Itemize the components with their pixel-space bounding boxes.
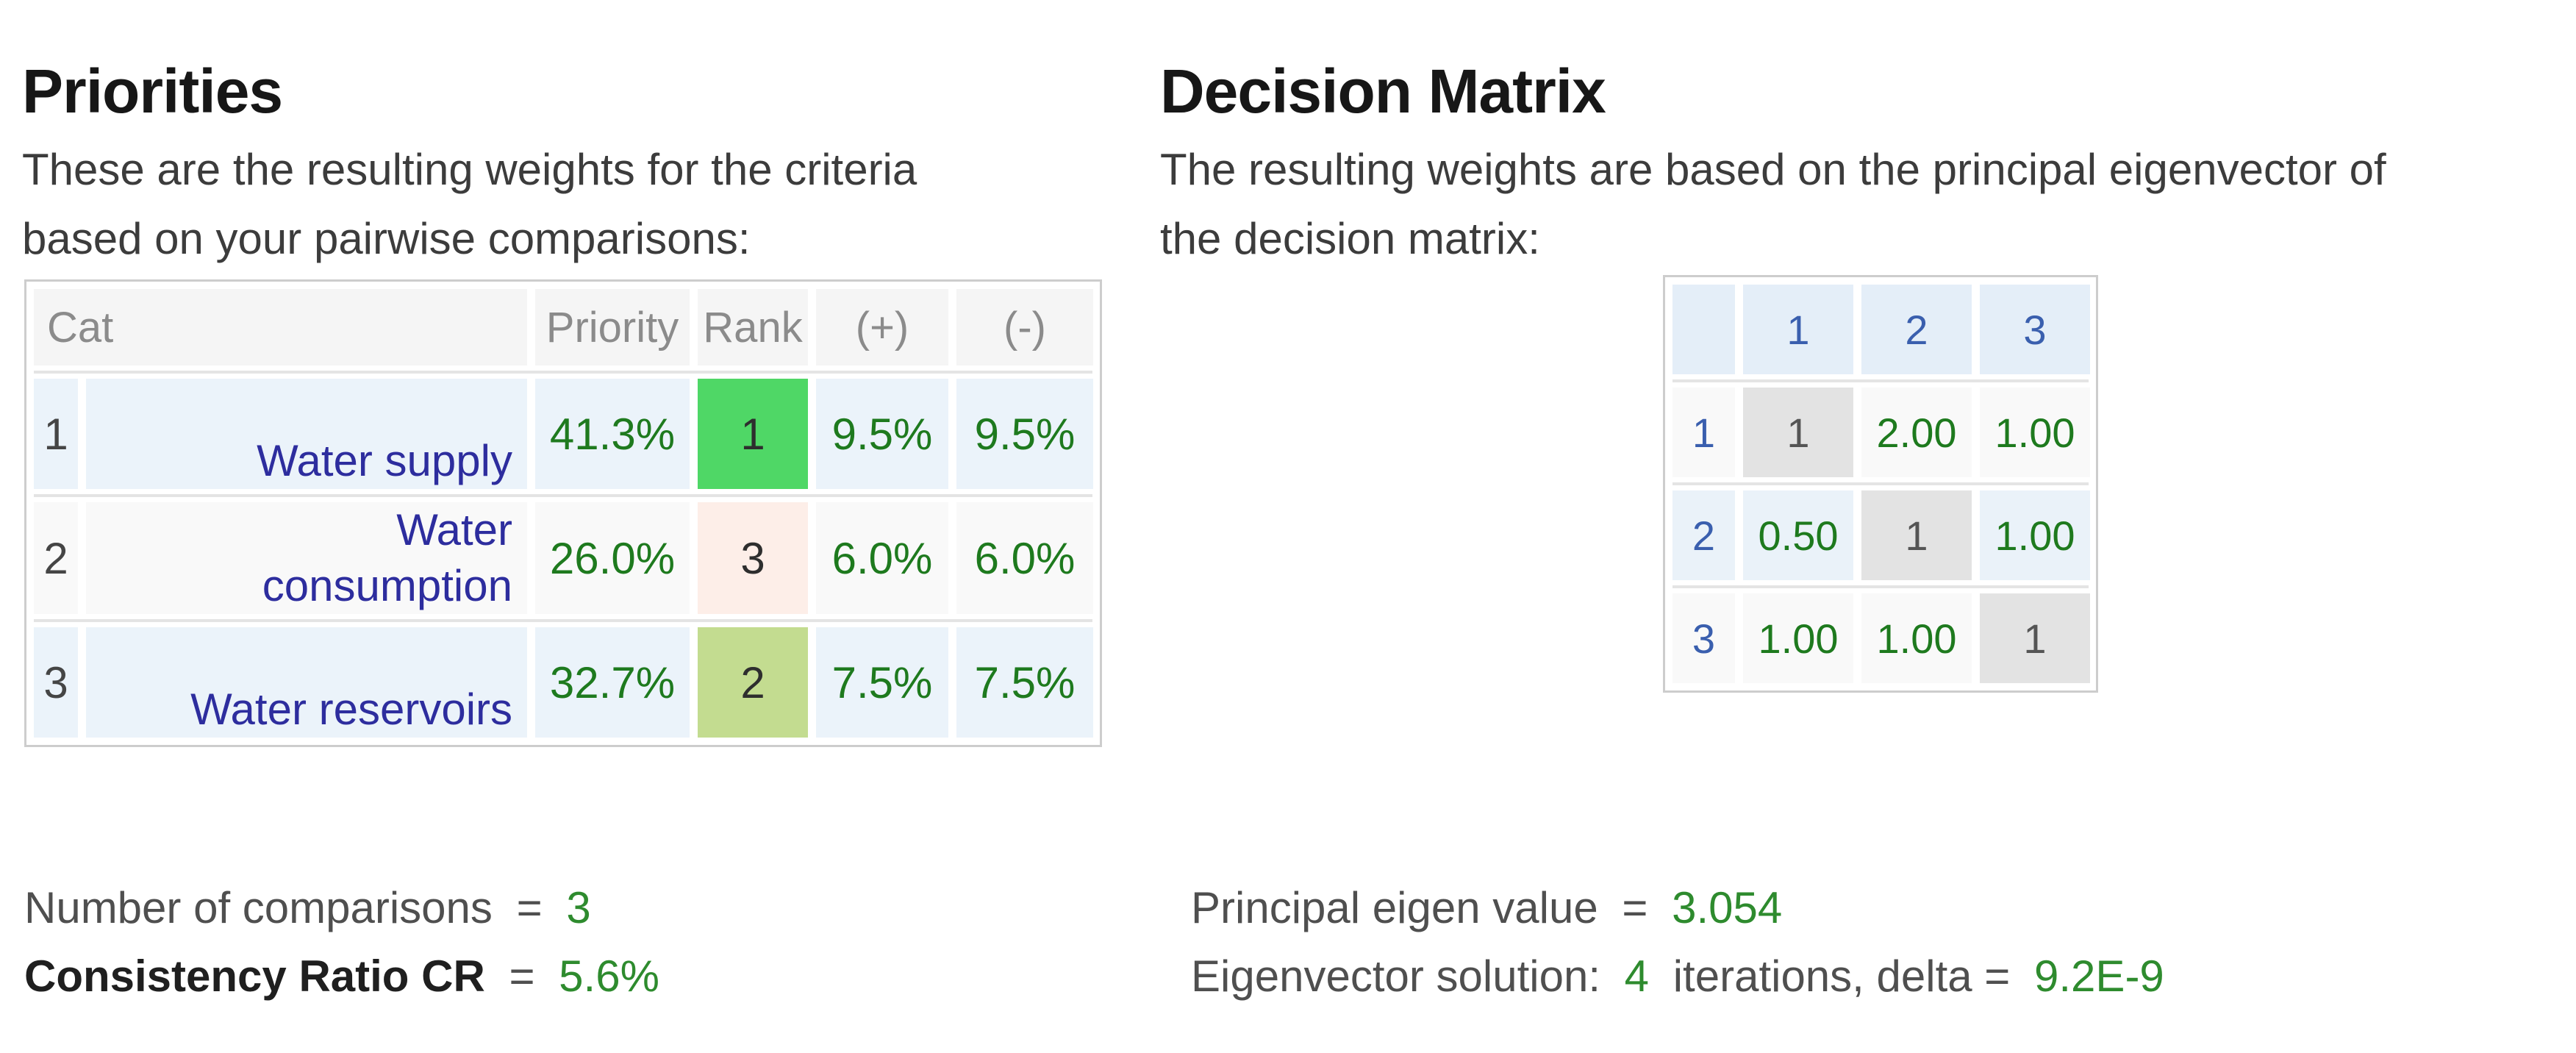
- decision-matrix-intro: The resulting weights are based on the p…: [1160, 135, 2386, 274]
- table-row: 1 Water supply 41.3% 1 9.5% 9.5%: [34, 371, 1093, 489]
- eigenvector-solution-line: Eigenvector solution: 4 iterations, delt…: [1191, 942, 2164, 1010]
- criterion-name: Water reservoirs: [86, 627, 527, 738]
- consistency-ratio-value: 5.6%: [559, 952, 659, 1001]
- table-row: 3 Water reservoirs 32.7% 2 7.5% 7.5%: [34, 619, 1093, 738]
- row-index: 1: [34, 379, 78, 489]
- eigenvalue-label: Principal eigen value: [1191, 883, 1598, 932]
- criterion-name: Water consumption: [86, 502, 527, 614]
- consistency-ratio-label: Consistency Ratio CR: [24, 952, 485, 1001]
- criterion-name-line: Water supply: [257, 436, 512, 485]
- matrix-corner-cell: [1672, 285, 1735, 374]
- delta-value: 9.2E-9: [2034, 952, 2164, 1001]
- matrix-cell: 1.00: [1980, 490, 2090, 580]
- criterion-name-line: consumption: [262, 561, 512, 610]
- column-header-priority: Priority: [535, 289, 690, 365]
- priority-value: 32.7%: [535, 627, 690, 738]
- decision-matrix-table: 1 2 3 1 1 2.00 1.00 2 0.50 1 1.00 3 1.00…: [1663, 275, 2098, 693]
- matrix-row-label: 1: [1672, 388, 1735, 477]
- criterion-name: Water supply: [86, 379, 527, 489]
- matrix-col-header: 3: [1980, 285, 2090, 374]
- rank-badge: 1: [698, 379, 808, 489]
- decision-matrix-title: Decision Matrix: [1160, 56, 1606, 126]
- priorities-table: Cat Priority Rank (+) (-) 1 Water supply…: [24, 279, 1102, 747]
- priority-value: 41.3%: [535, 379, 690, 489]
- column-header-minus: (-): [956, 289, 1093, 365]
- decision-matrix-intro-line2: the decision matrix:: [1160, 214, 1540, 263]
- table-row: 2 Water consumption 26.0% 3 6.0% 6.0%: [34, 494, 1093, 614]
- matrix-row: 3 1.00 1.00 1: [1672, 585, 2090, 683]
- column-header-rank: Rank: [698, 289, 808, 365]
- column-header-plus: (+): [816, 289, 948, 365]
- priorities-table-header-row: Cat Priority Rank (+) (-): [34, 289, 1093, 365]
- matrix-cell-diagonal: 1: [1743, 388, 1853, 477]
- criterion-name-line: Water reservoirs: [190, 685, 512, 734]
- matrix-cell: 1.00: [1980, 388, 2090, 477]
- priorities-title: Priorities: [22, 56, 283, 126]
- minus-value: 6.0%: [956, 502, 1093, 614]
- comparisons-value: 3: [566, 883, 591, 932]
- eigenvector-stats: Principal eigen value = 3.054 Eigenvecto…: [1191, 874, 2164, 1010]
- row-index: 3: [34, 627, 78, 738]
- iterations-value: 4: [1624, 952, 1650, 1001]
- matrix-cell: 1.00: [1861, 593, 1972, 683]
- minus-value: 7.5%: [956, 627, 1093, 738]
- matrix-cell: 1.00: [1743, 593, 1853, 683]
- plus-value: 7.5%: [816, 627, 948, 738]
- plus-value: 6.0%: [816, 502, 948, 614]
- eigenvalue-line: Principal eigen value = 3.054: [1191, 874, 2164, 942]
- matrix-row: 2 0.50 1 1.00: [1672, 482, 2090, 580]
- matrix-col-header: 2: [1861, 285, 1972, 374]
- equals-sign: =: [516, 883, 543, 932]
- matrix-cell: 0.50: [1743, 490, 1853, 580]
- comparisons-line: Number of comparisons = 3: [24, 874, 659, 942]
- priorities-intro: These are the resulting weights for the …: [22, 135, 917, 274]
- eigenvector-solution-label: Eigenvector solution:: [1191, 952, 1600, 1001]
- matrix-header-row: 1 2 3: [1672, 285, 2090, 374]
- matrix-cell-diagonal: 1: [1980, 593, 2090, 683]
- equals-sign: =: [1622, 883, 1648, 932]
- iterations-text: iterations, delta =: [1672, 952, 2011, 1001]
- matrix-col-header: 1: [1743, 285, 1853, 374]
- decision-matrix-intro-line1: The resulting weights are based on the p…: [1160, 145, 2386, 194]
- consistency-ratio-line: Consistency Ratio CR = 5.6%: [24, 942, 659, 1010]
- priorities-intro-line1: These are the resulting weights for the …: [22, 145, 917, 194]
- rank-badge: 2: [698, 627, 808, 738]
- row-index: 2: [34, 502, 78, 614]
- equals-sign: =: [509, 952, 535, 1001]
- consistency-stats: Number of comparisons = 3 Consistency Ra…: [24, 874, 659, 1010]
- priority-value: 26.0%: [535, 502, 690, 614]
- minus-value: 9.5%: [956, 379, 1093, 489]
- criterion-name-line: Water: [396, 505, 512, 554]
- matrix-cell: 2.00: [1861, 388, 1972, 477]
- column-header-cat: Cat: [34, 289, 527, 365]
- priorities-intro-line2: based on your pairwise comparisons:: [22, 214, 751, 263]
- matrix-row-label: 2: [1672, 490, 1735, 580]
- rank-badge: 3: [698, 502, 808, 614]
- eigenvalue-value: 3.054: [1672, 883, 1783, 932]
- matrix-cell-diagonal: 1: [1861, 490, 1972, 580]
- plus-value: 9.5%: [816, 379, 948, 489]
- matrix-row: 1 1 2.00 1.00: [1672, 379, 2090, 477]
- comparisons-label: Number of comparisons: [24, 883, 493, 932]
- matrix-row-label: 3: [1672, 593, 1735, 683]
